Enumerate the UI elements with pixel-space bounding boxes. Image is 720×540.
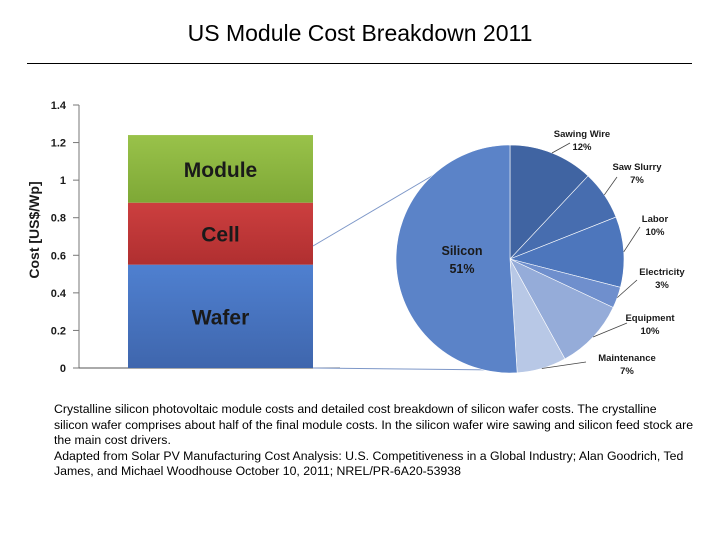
pie-value-saw-slurry: 7% [630,175,644,186]
y-axis-label: Cost [US$/Wp] [26,181,42,278]
pie-label-saw-slurry: Saw Slurry [612,162,662,173]
pie-slice-labor [509,216,625,288]
pie-leader-sawing-wire [551,142,571,154]
caption-description: Crystalline silicon photovoltaic module … [54,402,694,447]
pie-label-labor: Labor [642,214,669,225]
pie-labels: Sawing Wire 12% Saw Slurry 7% Labor 10% Electr… [442,129,686,377]
pie-slice-silicon [395,144,518,374]
chart-title: US Module Cost Breakdown 2011 [187,20,533,46]
y-tick-label: 0.6 [51,250,66,262]
y-tick-label: 0 [60,363,66,375]
pie-label-maintenance: Maintenance [598,353,656,364]
pie-value-labor: 10% [645,227,665,238]
pie-label-sawing-wire: Sawing Wire [554,129,610,140]
stacked-bar: Wafer Cell Module [128,135,313,368]
bar-segment-module [128,135,313,203]
zoom-connectors [312,169,501,371]
title-divider [27,63,692,64]
bar-label-module: Module [184,159,258,182]
pie-value-sawing-wire: 12% [572,142,592,153]
pie-value-maintenance: 7% [620,366,634,377]
pie-chart [395,144,625,374]
y-tick-label: 1.4 [51,100,67,112]
pie-leader-electricity [616,279,638,298]
y-tick-label: 0.2 [51,325,66,337]
y-tick-label: 1.2 [51,138,66,150]
bar-label-cell: Cell [201,224,240,247]
pie-leader-equipment [592,322,628,338]
bar-segment-wafer [128,264,313,368]
chart-canvas: 0 0.2 0.4 0.6 0.8 1 1.2 1.4 Cost [US$/Wp] Wafer… [26,100,686,377]
pie-slice-sawing-wire [509,144,589,260]
pie-leader-maintenance [541,361,587,369]
connector-top [312,169,443,247]
pie-label-electricity: Electricity [639,267,685,278]
y-tick-label: 0.8 [51,213,66,225]
pie-label-silicon: Silicon [442,244,483,258]
pie-value-silicon: 51% [449,262,474,276]
connector-bottom [312,367,501,371]
bar-segment-cell [128,202,313,265]
caption-source: Adapted from Solar PV Manufacturing Cost… [54,448,684,479]
pie-slice-equipment [509,258,614,360]
pie-leader-saw-slurry [603,176,618,196]
caption: Crystalline silicon photovoltaic module … [54,402,694,480]
pie-value-equipment: 10% [640,326,660,337]
pie-leader-labor [623,226,641,253]
pie-label-equipment: Equipment [625,313,675,324]
bar-label-wafer: Wafer [192,306,250,329]
pie-value-electricity: 3% [655,280,669,291]
y-tick-label: 0.4 [51,288,67,300]
y-tick-label: 1 [60,175,66,187]
